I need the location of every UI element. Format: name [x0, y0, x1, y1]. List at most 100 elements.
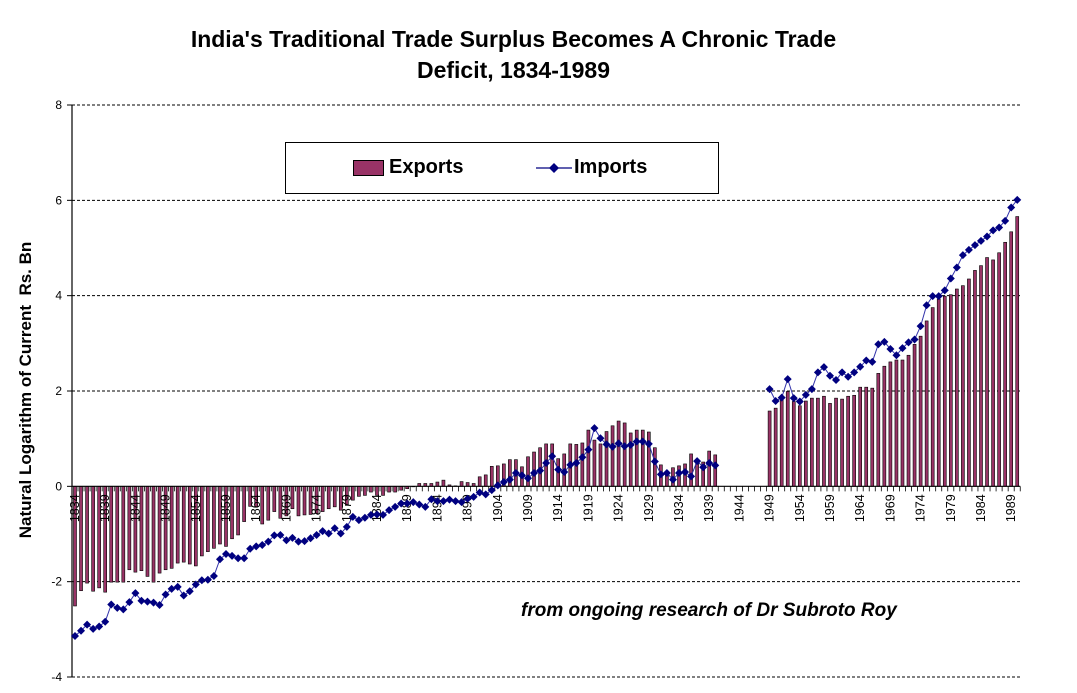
- imports-point: [626, 440, 635, 449]
- imports-point: [246, 544, 255, 553]
- x-tick-label: 1949: [763, 494, 777, 522]
- exports-bar: [483, 474, 488, 487]
- y-tick-label: -4: [51, 670, 62, 684]
- legend-item-imports: Imports: [536, 156, 647, 179]
- exports-bar: [616, 420, 621, 487]
- x-tick-label: 1834: [68, 494, 82, 522]
- chart-title: India's Traditional Trade Surplus Become…: [0, 24, 1027, 86]
- imports-point: [330, 524, 339, 533]
- exports-bar: [767, 410, 772, 487]
- imports-point: [475, 488, 484, 497]
- exports-bar: [296, 486, 301, 517]
- imports-point: [77, 626, 86, 635]
- imports-point: [566, 460, 575, 469]
- exports-bar: [876, 373, 881, 487]
- exports-bar: [604, 431, 609, 487]
- imports-point: [892, 351, 901, 360]
- exports-bar: [326, 486, 331, 510]
- imports-point: [795, 397, 804, 406]
- y-tick-label: -2: [51, 575, 62, 589]
- x-tick-label: 1844: [128, 494, 142, 522]
- imports-point: [826, 371, 834, 380]
- exports-bar: [653, 447, 657, 487]
- imports-point: [1007, 203, 1016, 212]
- exports-bar: [1003, 241, 1007, 487]
- imports-point: [385, 506, 394, 515]
- imports-point: [451, 497, 460, 506]
- imports-point: [536, 466, 545, 475]
- chart-title-line-2: Deficit, 1834-1989: [416, 57, 611, 83]
- exports-bar: [816, 397, 820, 487]
- imports-point: [240, 554, 249, 563]
- exports-bar: [1009, 231, 1014, 487]
- x-tick-label: 1874: [310, 494, 324, 522]
- imports-point: [868, 357, 877, 366]
- exports-bar: [580, 442, 585, 487]
- imports-point: [403, 499, 412, 508]
- x-tick-label: 1964: [853, 494, 867, 522]
- exports-bar: [918, 335, 923, 487]
- imports-point: [348, 512, 357, 521]
- imports-point: [904, 338, 913, 347]
- imports-point: [191, 580, 200, 589]
- x-tick-label: 1944: [732, 494, 746, 522]
- imports-point: [499, 478, 508, 487]
- exports-bar: [435, 481, 440, 487]
- y-tick-label: 4: [55, 289, 62, 303]
- exports-bar: [91, 486, 95, 592]
- imports-point: [222, 550, 230, 559]
- imports-point: [373, 510, 381, 519]
- exports-bar: [550, 443, 554, 487]
- imports-point: [874, 340, 883, 349]
- exports-bar: [622, 422, 627, 487]
- imports-point: [940, 286, 949, 295]
- imports-point: [1013, 195, 1022, 204]
- legend: Exports Imports: [285, 142, 719, 194]
- imports-point: [493, 481, 502, 490]
- exports-bar: [840, 398, 844, 487]
- imports-point: [554, 465, 563, 474]
- exports-bar: [804, 400, 808, 487]
- imports-point: [602, 440, 611, 449]
- imports-point: [771, 397, 780, 406]
- exports-bar: [332, 486, 337, 508]
- exports-bar: [441, 479, 446, 487]
- exports-bar: [894, 359, 899, 487]
- imports-point: [113, 603, 122, 612]
- imports-point: [276, 530, 285, 539]
- imports-point: [421, 502, 430, 511]
- imports-point: [687, 472, 696, 481]
- exports-bar: [459, 481, 464, 487]
- imports-point: [668, 475, 677, 484]
- imports-point: [119, 605, 128, 614]
- exports-bar: [1015, 216, 1020, 487]
- imports-point: [977, 236, 985, 245]
- exports-bar: [924, 320, 929, 487]
- exports-bar: [689, 453, 693, 487]
- imports-point: [517, 471, 526, 480]
- x-tick-label: 1879: [340, 494, 354, 522]
- exports-bar: [906, 354, 911, 487]
- imports-point: [801, 390, 810, 399]
- imports-point: [336, 529, 345, 538]
- y-axis-label: Natural Logarithm of Current Rs. Bn: [16, 241, 35, 539]
- exports-bar: [236, 486, 240, 536]
- exports-bar: [357, 486, 361, 497]
- imports-point: [185, 587, 194, 596]
- imports-point: [469, 492, 478, 501]
- imports-point: [838, 368, 847, 377]
- exports-bar: [979, 265, 983, 487]
- y-tick-label: 0: [55, 479, 62, 493]
- imports-point: [439, 497, 448, 506]
- chart-title-line-1: India's Traditional Trade Surplus Become…: [190, 26, 837, 52]
- imports-point: [234, 554, 243, 563]
- imports-point: [288, 533, 297, 542]
- imports-point: [415, 500, 424, 509]
- exports-bar: [864, 386, 869, 487]
- imports-point: [1001, 216, 1010, 225]
- imports-point: [155, 601, 164, 610]
- x-tick-label: 1919: [581, 494, 595, 522]
- imports-point: [179, 591, 188, 600]
- imports-point: [656, 470, 665, 479]
- x-tick-label: 1869: [279, 494, 293, 522]
